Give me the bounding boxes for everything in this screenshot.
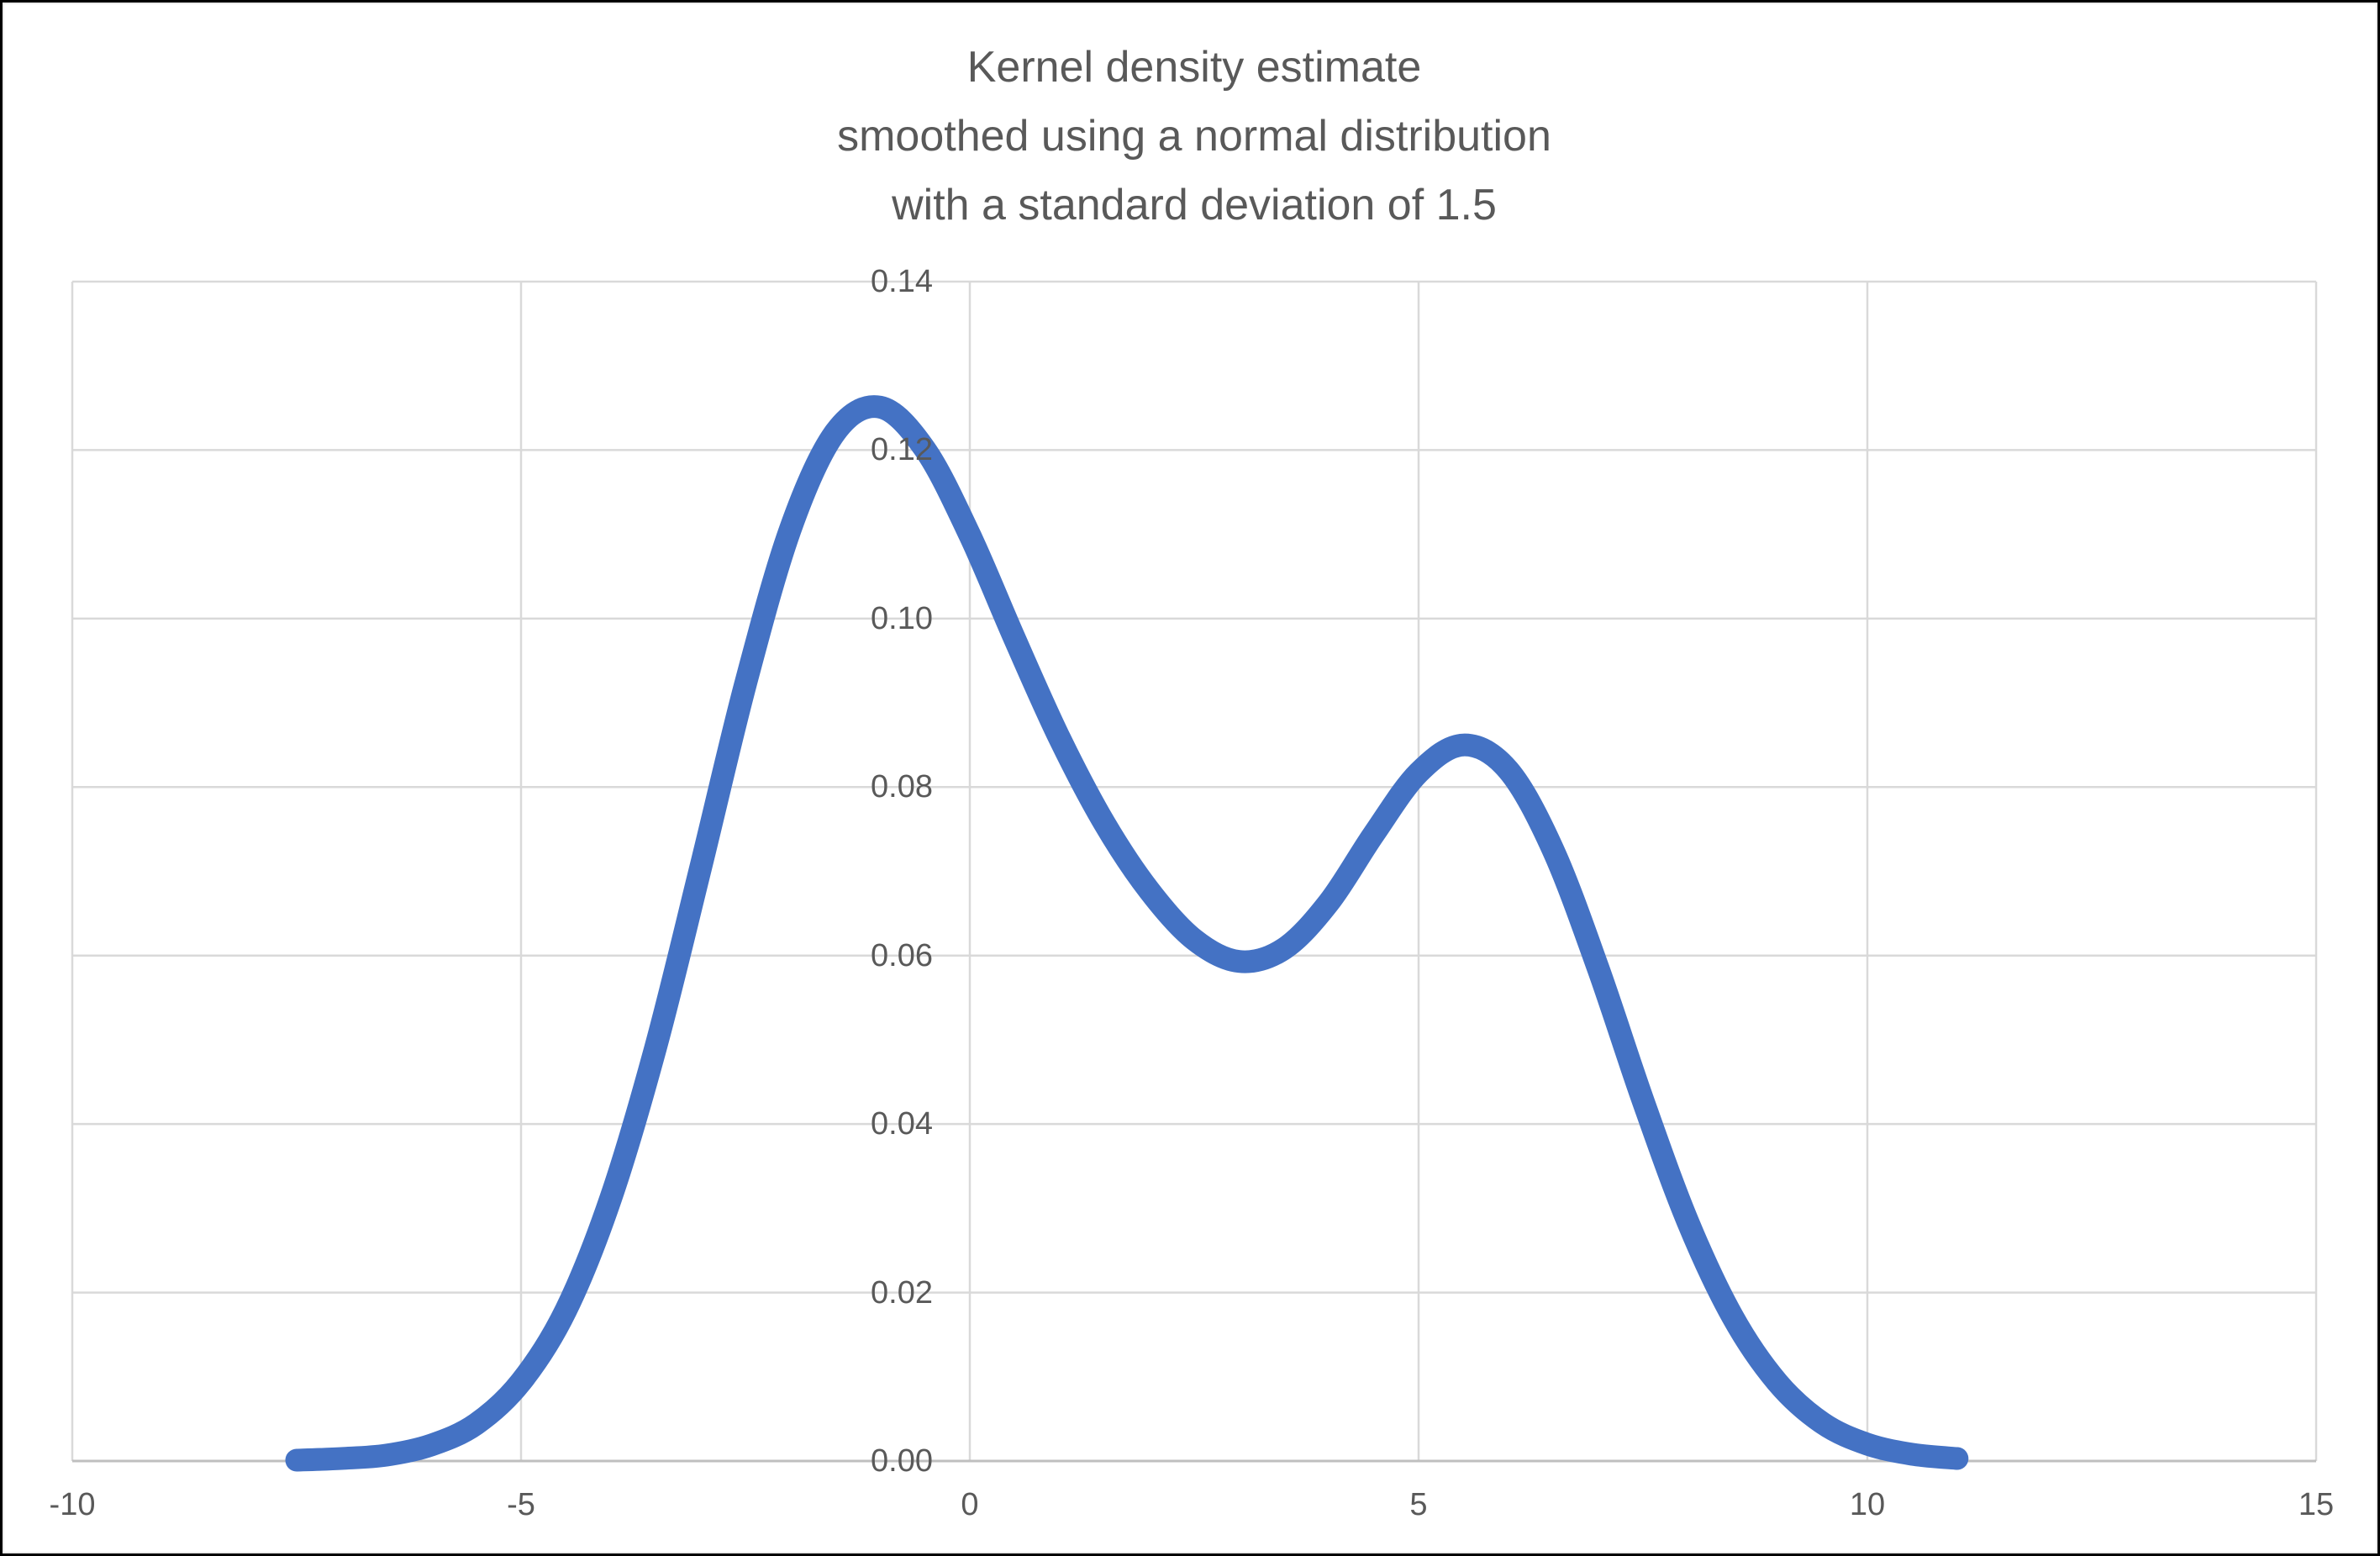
x-tick-label: 10 <box>1849 1487 1886 1522</box>
chart-title: Kernel density estimate smoothed using a… <box>72 33 2316 240</box>
kde-curve <box>285 395 1969 1472</box>
y-tick-label: 0.10 <box>871 600 933 636</box>
x-tick-label: -10 <box>49 1487 96 1522</box>
y-tick-label: 0.02 <box>871 1274 933 1311</box>
chart-title-line-1: Kernel density estimate <box>966 43 1422 92</box>
plot-area <box>71 280 2318 1472</box>
x-tick-label: 15 <box>2298 1487 2335 1522</box>
x-tick-label: 5 <box>1409 1487 1428 1522</box>
chart-title-line-3: with a standard deviation of 1.5 <box>892 181 1497 229</box>
x-tick-label: -5 <box>507 1487 535 1522</box>
y-tick-label: 0.00 <box>871 1443 933 1479</box>
y-tick-label: 0.08 <box>871 769 933 805</box>
y-tick-label: 0.12 <box>871 432 933 468</box>
y-tick-label: 0.06 <box>871 937 933 973</box>
x-tick-label: 0 <box>961 1487 979 1522</box>
y-tick-label: 0.04 <box>871 1106 933 1142</box>
chart-title-line-2: smoothed using a normal distribution <box>837 112 1551 161</box>
y-tick-label: 0.14 <box>871 264 933 299</box>
